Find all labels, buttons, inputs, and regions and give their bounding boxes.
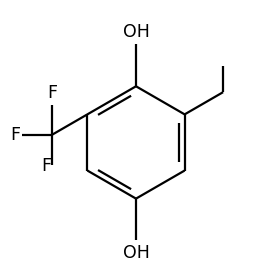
- Text: OH: OH: [123, 23, 149, 41]
- Text: F: F: [10, 125, 20, 144]
- Text: F: F: [47, 84, 57, 103]
- Text: F: F: [41, 157, 51, 175]
- Text: OH: OH: [123, 244, 149, 262]
